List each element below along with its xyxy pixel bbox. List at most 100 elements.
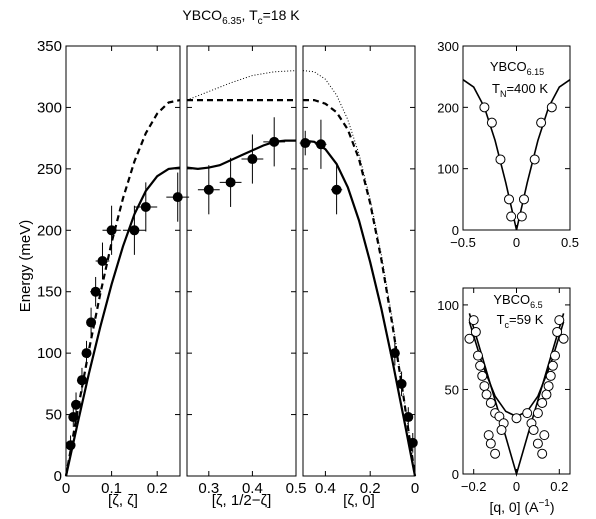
inset-top-data-point	[536, 117, 547, 128]
inset-bottom-data-point	[472, 350, 483, 361]
inset-top-data-point	[486, 117, 497, 128]
main-left-data-point	[172, 192, 183, 203]
main-left-solid-curve	[64, 166, 181, 477]
main-middle-solid-curve	[186, 139, 296, 171]
main-right-x-axis-label: [ζ, 0]	[343, 492, 375, 509]
inset-top-ytick-label: 100	[437, 162, 459, 177]
inset-bottom-xtick-label: −0.2	[461, 479, 487, 494]
inset-bottom-data-point	[543, 381, 554, 392]
main-left-ytick-label: 50	[45, 407, 62, 424]
inset-top-data-point	[518, 194, 529, 205]
main-left-data-point	[97, 256, 108, 266]
inset-bottom-data-point	[547, 360, 558, 371]
inset-bottom-data-point	[511, 413, 522, 424]
main-left-data-point	[65, 440, 76, 451]
main-left-ytick-label: 0	[54, 468, 62, 485]
main-left-x-axis-label: [ζ, ζ]	[108, 492, 138, 509]
main-middle-data-point	[269, 136, 280, 147]
inset-bottom-data-point	[490, 448, 501, 459]
main-middle-xtick-label: 0.4	[242, 480, 263, 497]
main-left-data-point	[90, 286, 101, 297]
inset-top-solid-curve	[462, 79, 571, 231]
main-right-xtick-label: 0.4	[315, 480, 336, 497]
main-left-ytick-label: 100	[37, 345, 62, 362]
inset-top-xtick-label: −0.5	[450, 235, 476, 250]
inset-top-title-line2: TN=400 K	[492, 81, 548, 99]
inset-bottom-data-point	[539, 430, 550, 441]
inset-top-xtick-label: 0	[513, 235, 520, 250]
inset-bottom-data-point	[541, 389, 552, 400]
inset-bottom-data-point	[479, 381, 490, 392]
main-middle-data-point	[203, 184, 214, 195]
main-left-ytick-label: 350	[37, 38, 62, 55]
main-left-data-point	[81, 348, 92, 359]
inset-bottom-data-point	[464, 333, 475, 344]
main-middle-xtick-label: 0.5	[286, 480, 307, 497]
main-right-data-point	[407, 437, 418, 448]
main-right-xtick-label: 0	[411, 480, 419, 497]
main-left-data-point	[86, 317, 97, 328]
inset-bottom-data-point	[552, 326, 563, 337]
inset-bottom-data-point	[554, 315, 565, 326]
main-left-ytick-label: 300	[37, 99, 62, 116]
inset-bottom-title-line2: Tc=59 K	[497, 312, 544, 330]
main-left-ytick-label: 150	[37, 284, 62, 301]
inset-bottom-data-point	[545, 370, 556, 381]
main-right-data-point	[331, 184, 342, 195]
main-left-data-point	[76, 375, 87, 386]
inset-top-data-point	[529, 154, 540, 165]
main-right-data-point	[396, 378, 407, 389]
main-middle-frame	[186, 45, 297, 477]
inset-bottom-xtick-label: 0	[513, 479, 520, 494]
main-right-data-point	[315, 139, 326, 150]
inset-bottom-ytick-label: 50	[445, 382, 459, 397]
inset-bottom-data-point	[528, 425, 539, 436]
inset-bottom-data-point	[477, 370, 488, 381]
inset-bottom-xtick-label: 0.2	[550, 479, 568, 494]
main-middle-data-point	[247, 154, 258, 165]
inset-bottom-data-point	[470, 326, 481, 337]
main-left-xtick-label: 0.1	[101, 480, 122, 497]
main-right-frame	[302, 45, 416, 477]
main-right-data-point	[403, 412, 414, 423]
inset-bottom-ytick-label: 0	[452, 467, 459, 482]
main-middle-dotted-curve	[186, 70, 297, 101]
inset-top-ytick-label: 300	[437, 39, 459, 54]
main-right-data-point	[300, 138, 311, 149]
main-left-data-point	[140, 201, 151, 212]
y-axis-label: Energy (meV)	[17, 220, 34, 313]
inset-bottom-data-point	[468, 315, 479, 326]
inset-bottom-data-point	[481, 389, 492, 400]
main-left-data-point	[71, 399, 82, 410]
inset-bottom-data-point	[558, 333, 569, 344]
main-middle-xtick-label: 0.3	[198, 480, 219, 497]
figure-title: YBCO6.35, Tc=18 K	[182, 7, 300, 27]
inset-top-ytick-label: 0	[452, 223, 459, 238]
inset-top-title-line1: YBCO6.15	[490, 59, 544, 77]
inset-bottom-data-point	[475, 360, 486, 371]
main-left-ytick-label: 200	[37, 222, 62, 239]
inset-top-xtick-label: 0.5	[561, 235, 579, 250]
main-middle-data-point	[225, 177, 236, 188]
inset-bottom-data-point	[532, 438, 543, 449]
main-left-data-point	[129, 225, 140, 236]
inset-top-data-point	[546, 102, 557, 113]
inset-bottom-ytick-label: 100	[437, 298, 459, 313]
main-left-xtick-label: 0	[62, 480, 70, 497]
inset-top-data-point	[504, 194, 515, 205]
inset-bottom-data-point	[522, 408, 533, 419]
main-right-dotted-curve	[302, 70, 416, 477]
main-left-data-point	[68, 412, 79, 423]
inset-top-data-point	[516, 211, 527, 222]
inset-top-ytick-label: 200	[437, 100, 459, 115]
inset-bottom-data-point	[537, 397, 548, 408]
inset-top-data-point	[479, 102, 490, 113]
main-right-solid-curve	[302, 139, 417, 477]
inset-top-data-point	[495, 154, 506, 165]
inset-bottom-data-point	[537, 448, 548, 459]
main-left-data-point	[106, 225, 117, 236]
main-left-xtick-label: 0.2	[147, 480, 168, 497]
inset-bottom-title-line1: YBCO6.5	[493, 292, 542, 310]
inset-bottom-data-point	[532, 408, 543, 419]
inset-bottom-data-point	[485, 438, 496, 449]
